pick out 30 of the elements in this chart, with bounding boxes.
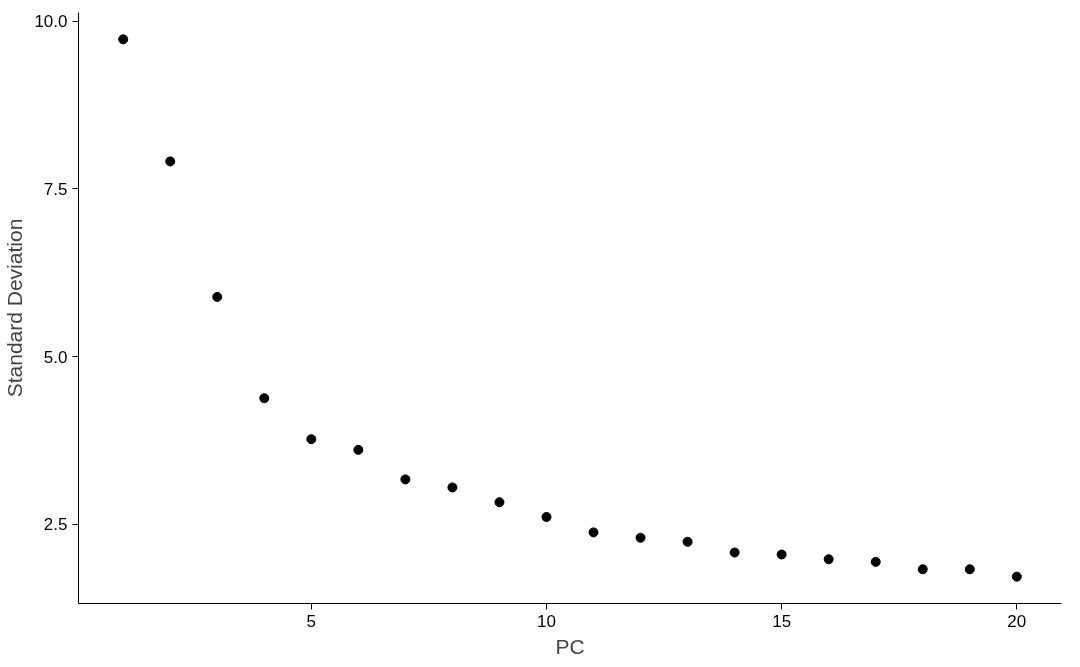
y-tick-label: 7.5: [43, 179, 68, 199]
point: [541, 511, 552, 522]
point: [964, 564, 975, 575]
point: [588, 527, 599, 538]
point: [353, 444, 364, 455]
y-tick-label: 2.5: [43, 515, 68, 535]
x-axis-title: PC: [555, 634, 585, 658]
point: [259, 393, 270, 404]
point: [682, 536, 693, 547]
point: [165, 156, 176, 167]
point: [823, 554, 834, 565]
x-tick-label: 15: [772, 611, 792, 631]
y-axis-title: Standard Deviation: [3, 218, 27, 398]
point: [118, 34, 129, 45]
point: [776, 549, 787, 560]
x-tick-label: 5: [306, 611, 317, 631]
y-tick-label: 10.0: [34, 12, 68, 32]
point: [729, 547, 740, 558]
x-tick-label: 10: [537, 611, 556, 631]
point: [870, 556, 881, 567]
point: [635, 532, 646, 543]
point: [1011, 571, 1022, 582]
y-tick-label: 5.0: [43, 347, 68, 367]
point: [494, 497, 505, 508]
point: [400, 474, 411, 485]
point: [447, 482, 458, 493]
point: [212, 291, 223, 302]
x-tick-label: 20: [1007, 611, 1027, 631]
point: [306, 434, 317, 445]
point: [917, 564, 928, 575]
